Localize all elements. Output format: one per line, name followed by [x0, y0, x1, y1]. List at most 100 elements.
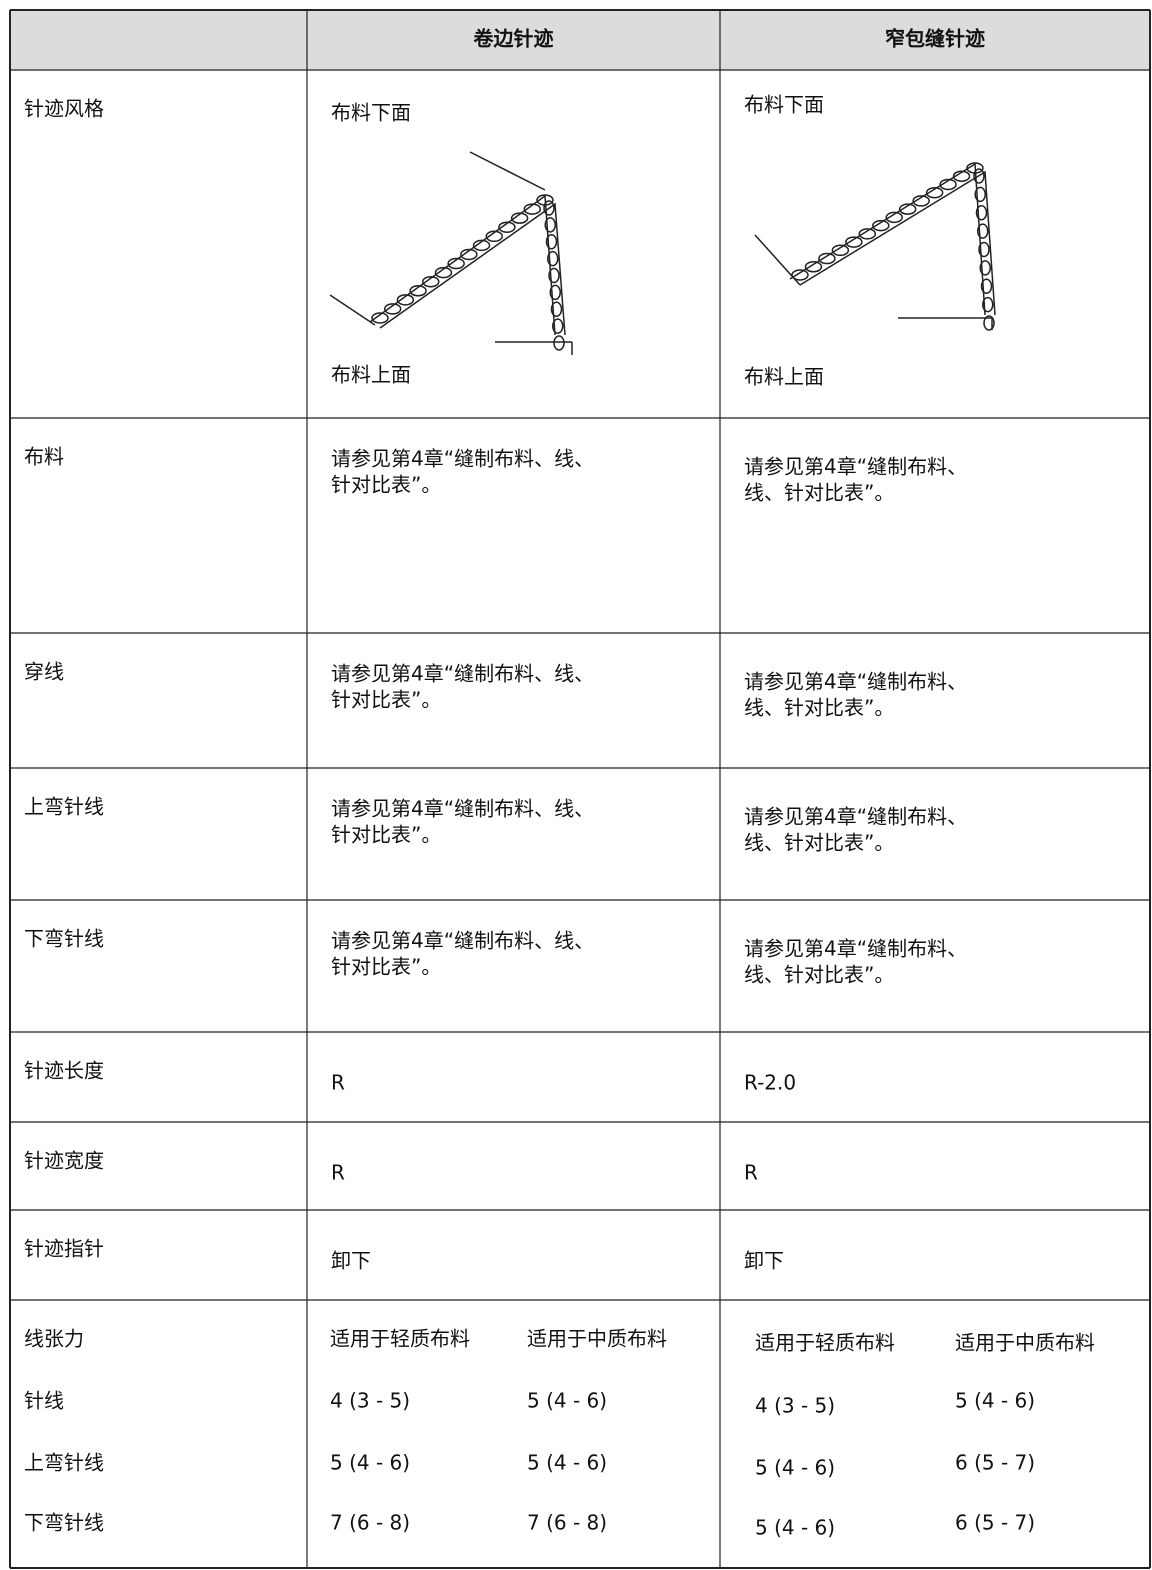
header-cell: 窄包缝针迹: [885, 27, 985, 51]
stitch: [978, 241, 990, 258]
tension-value: 适用于中质布料: [527, 1327, 667, 1351]
stitch: [549, 284, 561, 301]
stitch: [898, 203, 917, 215]
row-label: 针迹风格: [24, 97, 104, 121]
stitch: [510, 212, 529, 224]
header-cell: 卷边针迹: [474, 27, 554, 51]
cell-text: 线、针对比表”。: [744, 963, 894, 987]
stitch: [939, 178, 957, 191]
stitch: [975, 205, 988, 221]
row-label: 针迹指针: [24, 1237, 104, 1261]
illustration-line: [329, 294, 376, 326]
stitch: [550, 301, 563, 317]
cell-text: 线、针对比表”。: [744, 831, 894, 855]
stitch: [983, 315, 995, 331]
tension-value: 5 (4 - 6): [527, 1451, 607, 1475]
stitch: [498, 221, 516, 233]
stitch: [831, 244, 850, 257]
row-label: 针迹宽度: [24, 1149, 104, 1173]
cell-text: 卸下: [744, 1249, 784, 1273]
fabric-edge: [379, 202, 566, 336]
stitch: [858, 228, 877, 240]
stitch: [845, 236, 863, 248]
cell-text: 针对比表”。: [331, 473, 441, 497]
tension-value: 5 (4 - 6): [755, 1456, 835, 1480]
cell-text: 请参见第4章“缝制布料、: [744, 455, 967, 479]
cell-text: 线、针对比表”。: [744, 481, 894, 505]
cell-text: 布料下面: [744, 93, 824, 117]
stitch: [547, 250, 559, 267]
stitch: [980, 278, 993, 294]
illustration-line: [469, 151, 546, 191]
stitch: [885, 211, 903, 224]
tension-label: 线张力: [24, 1327, 84, 1351]
header-background: [10, 10, 1150, 70]
tension-value: 7 (6 - 8): [330, 1511, 410, 1535]
row-label: 下弯针线: [24, 927, 104, 951]
stitch: [552, 318, 564, 334]
tension-value: 适用于中质布料: [955, 1331, 1095, 1355]
tension-value: 5 (4 - 6): [755, 1516, 835, 1540]
tension-value: 适用于轻质布料: [755, 1331, 895, 1355]
cell-text: 请参见第4章“缝制布料、: [744, 805, 967, 829]
stitch: [818, 252, 836, 265]
cell-text: R: [744, 1161, 758, 1185]
tension-value: 6 (5 - 7): [955, 1451, 1035, 1475]
row-label: 针迹长度: [24, 1059, 104, 1083]
cell-text: 针对比表”。: [331, 955, 441, 979]
stitch: [434, 266, 453, 279]
cell-text: R-2.0: [744, 1071, 796, 1095]
tension-label: 上弯针线: [24, 1451, 104, 1475]
tension-value: 5 (4 - 6): [527, 1389, 607, 1413]
cell-text: 线、针对比表”。: [744, 696, 894, 720]
stitch: [544, 217, 556, 233]
stitch: [912, 195, 930, 207]
stitch: [409, 285, 427, 297]
cell-text: 卸下: [331, 1249, 371, 1273]
stitch: [925, 186, 944, 199]
tension-value: 4 (3 - 5): [330, 1389, 410, 1413]
tension-value: 5 (4 - 6): [955, 1389, 1035, 1413]
stitch: [371, 312, 389, 324]
row-label: 上弯针线: [24, 795, 104, 819]
tension-label: 下弯针线: [24, 1511, 104, 1535]
stitch: [804, 261, 823, 273]
stitch: [485, 230, 503, 243]
cell-text: 请参见第4章“缝制布料、: [744, 937, 967, 961]
tension-value: 7 (6 - 8): [527, 1511, 607, 1535]
cell-text: 请参见第4章“缝制布料、线、: [331, 929, 594, 953]
cell-text: 针对比表”。: [331, 688, 441, 712]
stitch: [447, 257, 465, 270]
cell-text: 布料上面: [331, 363, 411, 387]
tension-label: 针线: [24, 1389, 64, 1413]
fabric-edge: [799, 170, 996, 316]
tension-value: 5 (4 - 6): [330, 1451, 410, 1475]
stitch: [872, 219, 890, 232]
stitch: [543, 200, 555, 216]
stitch: [973, 168, 985, 184]
cell-text: 请参见第4章“缝制布料、: [744, 670, 967, 694]
cell-text: 请参见第4章“缝制布料、线、: [331, 797, 594, 821]
stitch: [472, 239, 491, 252]
stitch: [422, 275, 440, 288]
stitch: [553, 335, 565, 351]
tension-value: 4 (3 - 5): [755, 1394, 835, 1418]
cell-text: 布料下面: [331, 101, 411, 125]
stitch: [977, 223, 989, 239]
fabric-edge: [789, 162, 986, 316]
stitch: [974, 186, 986, 203]
cell-text: 针对比表”。: [331, 823, 441, 847]
cell-text: R: [331, 1071, 345, 1095]
cell-text: 请参见第4章“缝制布料、线、: [331, 662, 594, 686]
row-label: 穿线: [24, 660, 64, 684]
row-label: 布料: [24, 445, 64, 469]
stitch: [952, 170, 971, 182]
cell-text: 请参见第4章“缝制布料、线、: [331, 447, 594, 471]
stitch: [982, 296, 994, 313]
stitch: [396, 294, 415, 306]
stitch: [979, 260, 991, 276]
stitch: [548, 267, 560, 284]
stitch: [791, 269, 809, 281]
tension-value: 6 (5 - 7): [955, 1511, 1035, 1535]
